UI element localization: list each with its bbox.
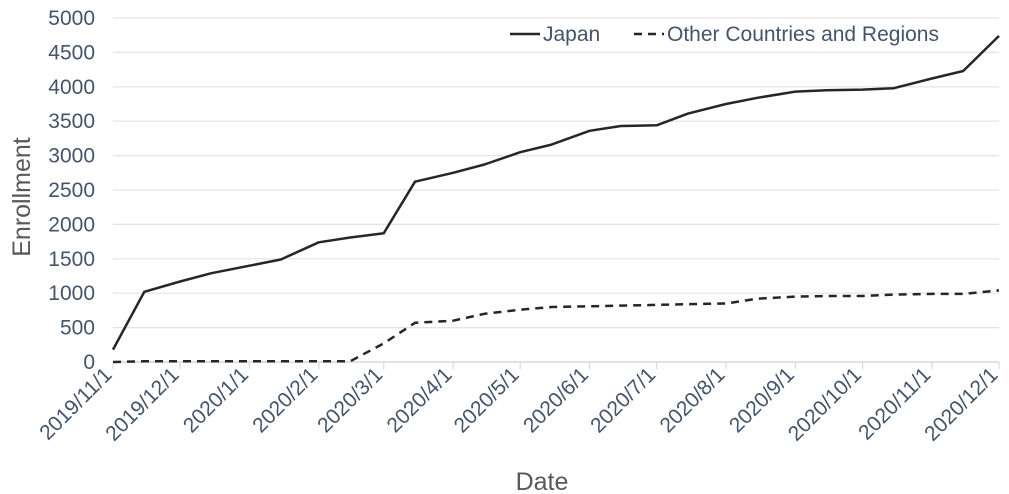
legend-label-other: Other Countries and Regions bbox=[667, 23, 939, 46]
legend-label-japan: Japan bbox=[543, 23, 600, 46]
series-line-other-countries bbox=[112, 289, 1000, 364]
y-tick-label: 0 bbox=[83, 351, 95, 374]
series-lines bbox=[111, 35, 1000, 364]
y-tick-label: 1000 bbox=[48, 282, 95, 305]
y-tick-label: 2000 bbox=[48, 213, 95, 236]
x-tick-label: 2020/7/1 bbox=[586, 363, 660, 437]
legend: Japan Other Countries and Regions bbox=[510, 23, 939, 46]
x-tick-label: 2020/10/1 bbox=[784, 363, 866, 445]
y-axis-title: Enrollment bbox=[8, 137, 36, 257]
x-axis-ticks: 2019/11/12019/12/12020/1/12020/2/12020/3… bbox=[35, 362, 1003, 446]
series-line-japan bbox=[111, 35, 1000, 351]
y-tick-label: 500 bbox=[60, 317, 95, 340]
y-tick-label: 1500 bbox=[48, 248, 95, 271]
x-tick-label: 2019/12/1 bbox=[101, 363, 183, 445]
y-tick-label: 4000 bbox=[48, 76, 95, 99]
x-tick-label: 2020/6/1 bbox=[519, 363, 593, 437]
x-axis-title: Date bbox=[516, 468, 569, 494]
x-tick-label: 2020/12/1 bbox=[920, 363, 1002, 445]
x-tick-label: 2020/2/1 bbox=[248, 363, 322, 437]
x-tick-label: 2020/8/1 bbox=[656, 363, 730, 437]
y-tick-label: 4500 bbox=[48, 41, 95, 64]
x-tick-label: 2020/1/1 bbox=[179, 363, 253, 437]
x-tick-label: 2020/3/1 bbox=[313, 363, 387, 437]
y-tick-label: 2500 bbox=[48, 179, 95, 202]
y-axis-ticks: 0 500 1000 1500 2000 2500 3000 3500 4000 4500 5000 bbox=[48, 7, 95, 374]
y-tick-label: 3000 bbox=[48, 145, 95, 168]
gridlines bbox=[113, 17, 999, 329]
x-tick-label: 2020/5/1 bbox=[450, 363, 524, 437]
x-tick-label: 2020/4/1 bbox=[383, 363, 457, 437]
y-tick-label: 3500 bbox=[48, 110, 95, 133]
y-tick-label: 5000 bbox=[48, 7, 95, 30]
